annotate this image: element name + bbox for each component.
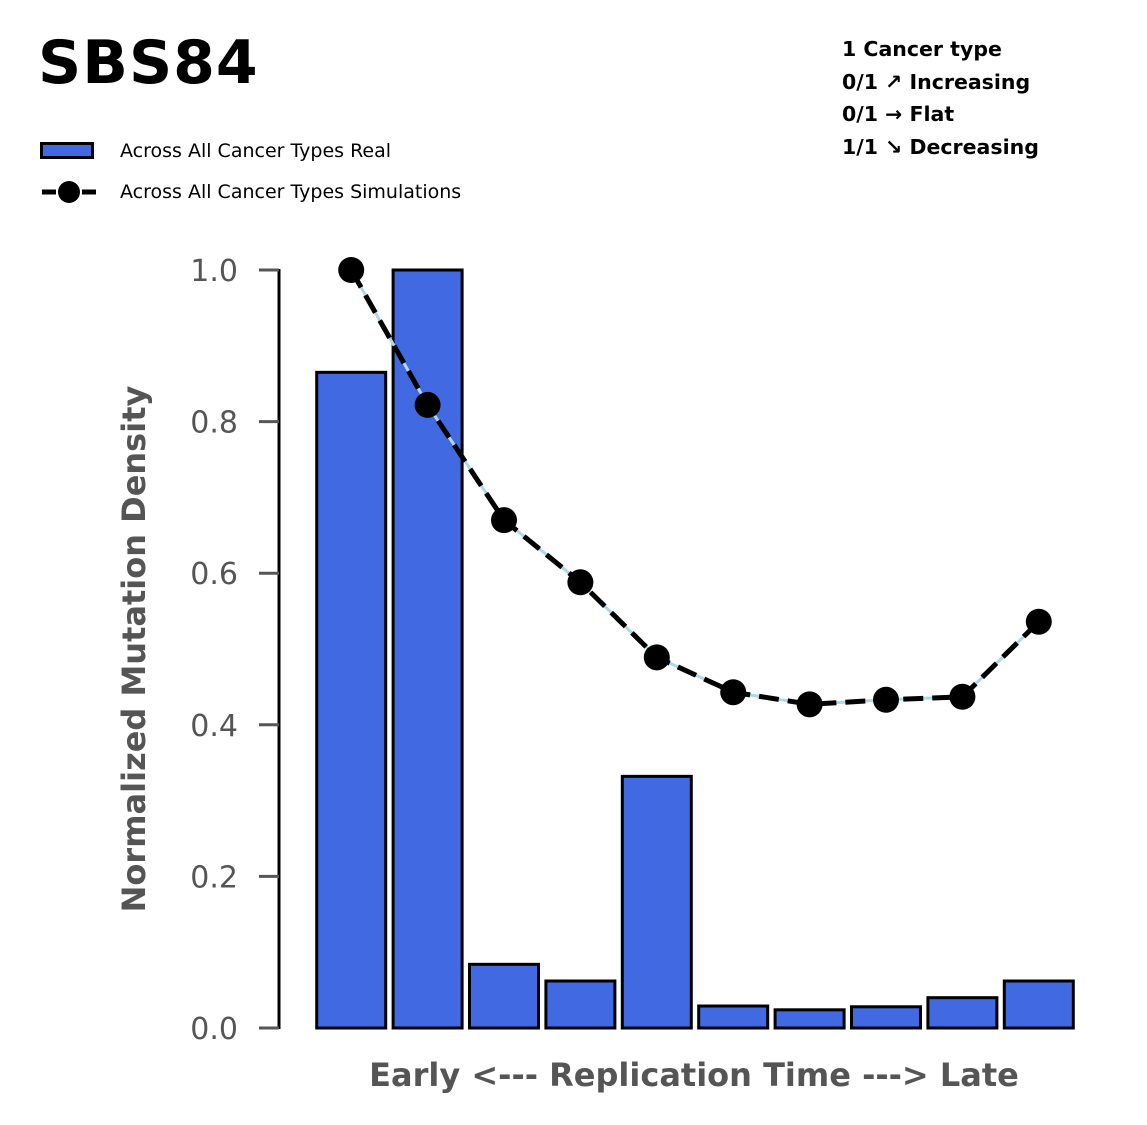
- simulation-point-5: [643, 644, 670, 671]
- bar-real-6: [697, 1004, 770, 1030]
- bars-group: [315, 268, 1075, 1030]
- simulation-point-2: [414, 391, 441, 418]
- bar-real-2: [391, 268, 464, 1030]
- legend-item-real: Across All Cancer Types Real: [40, 130, 461, 171]
- simulation-point-1: [338, 257, 365, 283]
- simulation-point-7: [796, 691, 823, 718]
- y-tick-label: 1.0: [190, 254, 238, 289]
- summary-increasing: 0/1 ↗ Increasing: [842, 69, 1031, 94]
- bar-real-7: [773, 1008, 846, 1030]
- simulation-point-9: [949, 683, 976, 710]
- legend-item-simulations: Across All Cancer Types Simulations: [40, 171, 461, 212]
- y-tick-label: 0.8: [190, 406, 238, 441]
- bar-real-3: [468, 962, 540, 1030]
- legend-label-real: Across All Cancer Types Real: [120, 139, 392, 162]
- bar-real-10: [1002, 979, 1075, 1030]
- y-tick-label: 0.2: [190, 860, 238, 895]
- bar-real-8: [850, 1005, 922, 1030]
- y-axis-label: Normalized Mutation Density: [115, 386, 153, 913]
- bar-real-4: [544, 979, 617, 1030]
- summary-cancer-type-count: 1 Cancer type: [842, 37, 1002, 61]
- legend-label-simulations: Across All Cancer Types Simulations: [120, 180, 462, 203]
- legend-line-swatch: [40, 180, 98, 204]
- y-axis: 0.0 0.2 0.4 0.6 0.8 1.0: [190, 254, 281, 1047]
- bar-real-9: [926, 996, 999, 1030]
- legend-bar-swatch: [40, 139, 98, 163]
- simulation-line: [349, 268, 1041, 707]
- y-tick-label: 0.0: [190, 1012, 238, 1047]
- bar-real-5: [620, 774, 693, 1030]
- summary-decreasing: 1/1 ↘ Decreasing: [842, 134, 1039, 159]
- y-tick-label: 0.4: [190, 709, 238, 744]
- x-axis-label: Early <--- Replication Time ---> Late: [369, 1056, 1019, 1094]
- simulation-point-6: [720, 679, 747, 706]
- summary-flat: 0/1 → Flat: [842, 102, 955, 126]
- simulation-point-3: [491, 507, 517, 534]
- y-tick-label: 0.6: [190, 557, 238, 592]
- simulation-point-8: [873, 686, 899, 713]
- chart-title: SBS84: [38, 28, 259, 98]
- simulation-point-4: [567, 569, 594, 596]
- simulation-line-group: [338, 257, 1052, 718]
- simulation-point-10: [1025, 608, 1052, 635]
- bar-real-1: [315, 370, 388, 1030]
- trend-summary: 1 Cancer type 0/1 ↗ Increasing 0/1 → Fla…: [842, 33, 1039, 163]
- legend: Across All Cancer Types Real Across All …: [40, 130, 461, 212]
